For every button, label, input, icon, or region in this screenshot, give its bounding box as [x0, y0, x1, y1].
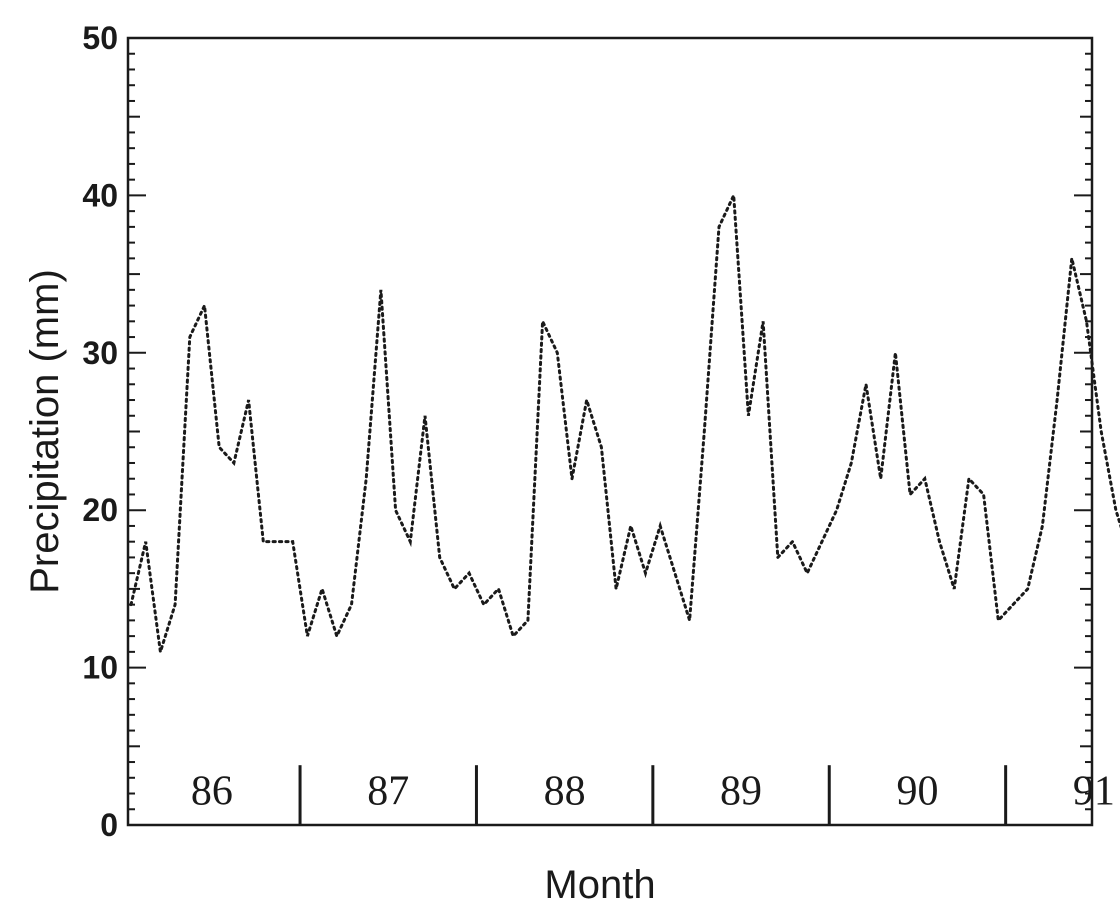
year-dividers [298, 765, 1008, 825]
plot-frame [126, 36, 1094, 827]
y-axis-label: Precipitation (mm) [23, 269, 67, 594]
year-label: 91 [1073, 769, 1115, 815]
y-tick-label: 30 [82, 335, 118, 371]
y-tick-label: 10 [82, 650, 118, 686]
year-labels: 8687888990919293 [191, 769, 1115, 815]
y-tick-label: 40 [82, 177, 118, 213]
y-tick-label: 50 [82, 20, 118, 56]
year-label: 87 [367, 769, 409, 815]
axis-ticks [128, 37, 1092, 826]
year-label: 88 [544, 769, 586, 815]
series-line [129, 194, 1120, 653]
y-tick-label: 0 [100, 807, 118, 843]
y-tick-labels: 0 10 20 30 40 50 [82, 20, 118, 843]
x-axis-label: Month [544, 863, 655, 907]
year-label: 90 [896, 769, 938, 815]
year-label: 86 [191, 769, 233, 815]
y-tick-label: 20 [82, 492, 118, 528]
year-label: 89 [720, 769, 762, 815]
